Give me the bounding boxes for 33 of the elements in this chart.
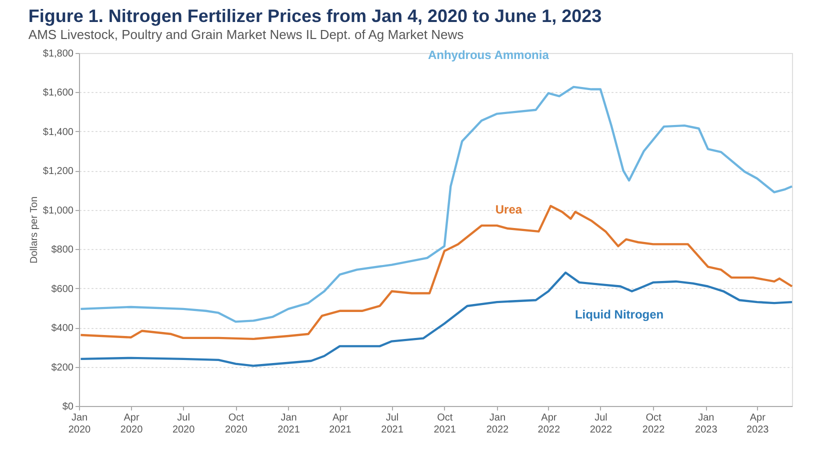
y-tick-label: $600	[51, 284, 74, 295]
x-tick-label: Oct 2020	[225, 412, 248, 436]
x-tick-label: Oct 2021	[434, 412, 456, 436]
y-tick-label: $1,400	[42, 126, 74, 138]
chart-subtitle: AMS Livestock, Poultry and Grain Market News IL Dept. of Ag Market News	[28, 27, 464, 42]
x-tick-label: Apr 2021	[329, 412, 352, 436]
series-label: Urea	[495, 202, 522, 216]
x-tick-label: Apr 2022	[538, 412, 560, 436]
y-tick-label: $1,600	[42, 88, 74, 99]
line-series	[80, 272, 794, 367]
y-tick-label: $800	[51, 244, 74, 256]
x-tick-label: Apr 2020	[120, 412, 144, 436]
x-tick-label: Jul 2020	[172, 412, 196, 436]
y-tick-label: $400	[51, 323, 74, 334]
text: Liquid Nitrogen	[574, 307, 664, 322]
y-tick-label: $1,200	[42, 166, 74, 178]
y-tick-label: $0	[62, 402, 74, 412]
line-series	[80, 86, 794, 323]
x-tick-label: Jan 2023	[695, 412, 718, 436]
x-tick-label: Jan 2021	[278, 412, 300, 436]
x-tick-label: Jul 2022	[590, 412, 613, 436]
x-tick-label: Jul 2021	[381, 412, 404, 436]
y-axis-title: Dollars per Ton	[28, 196, 40, 264]
chart-title: Figure 1. Nitrogen Fertilizer Prices from Jan 4, 2020 to June 1, 2023	[28, 6, 602, 26]
x-tick-label: Jan 2022	[486, 412, 510, 436]
line-series	[80, 204, 794, 340]
y-tick-label: $1,800	[42, 48, 74, 60]
text: Anhydrous Ammonia	[428, 48, 550, 62]
x-tick-label: Apr 2023	[746, 412, 770, 436]
x-tick-label: Oct 2022	[642, 412, 666, 436]
y-tick-label: $1,000	[42, 205, 74, 216]
y-tick-label: $200	[51, 362, 74, 374]
x-tick-label: Jan 2020	[68, 412, 92, 436]
